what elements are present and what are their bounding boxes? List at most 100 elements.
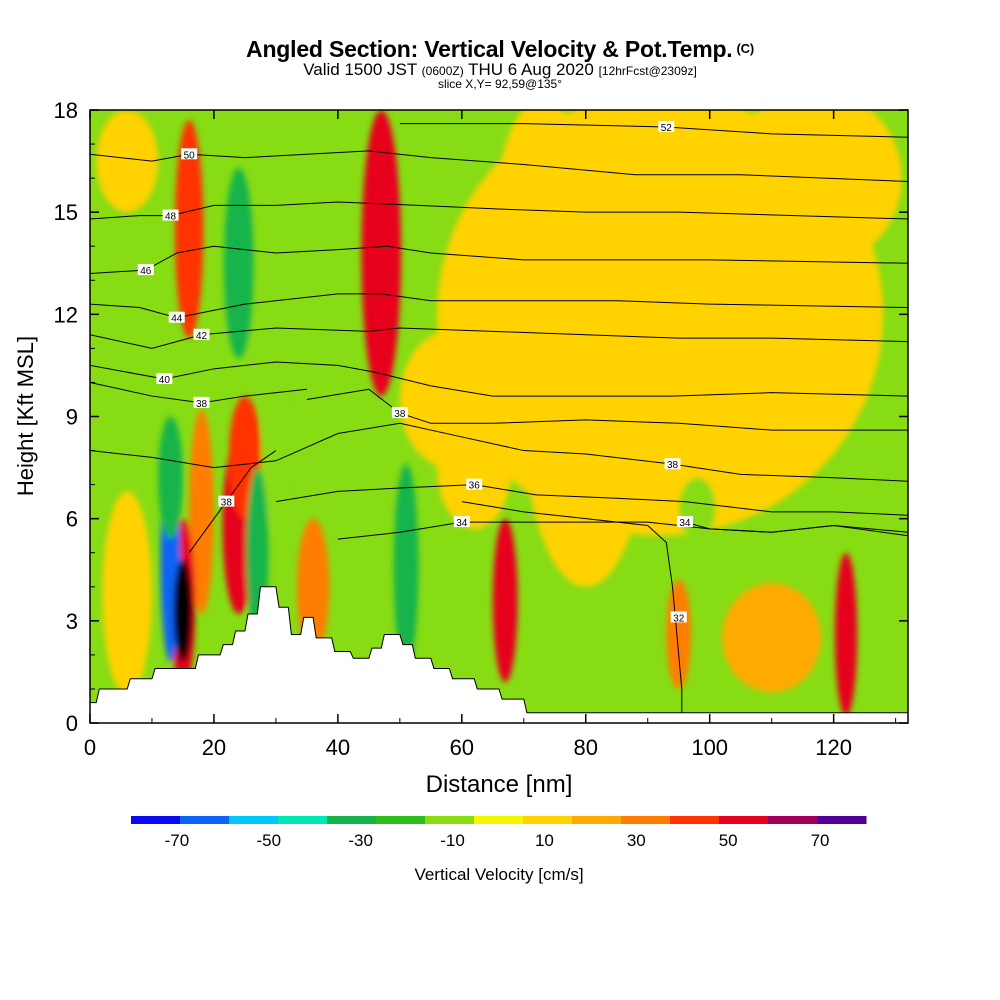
contour-label-bg-3 [466, 478, 483, 490]
velocity-cell-16 [678, 477, 716, 540]
y-tick-label-3: 3 [66, 609, 78, 634]
colorbar-tick-70: 70 [811, 831, 830, 850]
theta-contour-4 [90, 422, 908, 482]
contour-label-bg-11 [137, 264, 154, 276]
contour-label-bg-0 [670, 611, 687, 623]
contour-label-bg-6 [391, 407, 408, 419]
contour-label-bg-2 [676, 516, 693, 528]
colorbar-tick--30: -30 [348, 831, 373, 850]
velocity-cell-4 [189, 409, 214, 615]
x-tick-label-0: 0 [84, 735, 96, 760]
velocity-cell-3 [158, 416, 183, 540]
velocity-cell-26 [96, 110, 159, 213]
contour-label-bg-7 [193, 396, 210, 408]
theta-contour-13 [90, 150, 908, 183]
contour-label-bg-9 [193, 328, 210, 340]
valid-date: THU 6 Aug 2020 [468, 60, 594, 79]
colorbar-swatch-10 [621, 816, 671, 824]
contour-label-2: 34 [679, 518, 691, 529]
x-tick-label-60: 60 [450, 735, 474, 760]
y-tick-label-6: 6 [66, 507, 78, 532]
velocity-cell-22 [437, 406, 512, 529]
y-tick-label-0: 0 [66, 711, 78, 736]
velocity-cell-12 [361, 110, 402, 397]
velocity-cell-14 [492, 518, 518, 683]
colorbar-swatch-14 [817, 816, 867, 824]
velocity-cell-17 [834, 552, 858, 717]
contour-label-bg-13 [181, 148, 198, 160]
contour-label-bg-5 [218, 495, 235, 507]
title-unit: (C) [736, 41, 755, 56]
colorbar-swatch-0 [131, 816, 181, 824]
colorbar-tick--70: -70 [165, 831, 190, 850]
colorbar-label: Vertical Velocity [cm/s] [414, 865, 583, 884]
y-tick-label-12: 12 [54, 302, 78, 327]
x-axis-label: Distance [nm] [426, 771, 573, 798]
theta-contour-3 [275, 484, 908, 516]
x-tick-label-80: 80 [574, 735, 598, 760]
colorbar-tick--50: -50 [257, 831, 282, 850]
valid-time: Valid 1500 JST (0600Z) THU 6 Aug 2020 [1… [0, 60, 1000, 80]
contour-label-4: 38 [667, 460, 679, 471]
velocity-cell-18 [722, 583, 822, 693]
velocity-cell-8 [262, 355, 290, 533]
contour-label-1: 34 [456, 518, 468, 529]
contour-label-bg-1 [453, 516, 470, 528]
theta-contour-11 [90, 245, 908, 274]
theta-contour-8 [90, 361, 908, 397]
terrain [90, 586, 908, 723]
colorbar-swatch-3 [278, 816, 328, 824]
colorbar-swatch-8 [523, 816, 573, 824]
theta-contour-0 [461, 501, 683, 723]
velocity-cell-10 [223, 167, 254, 359]
theta-contour-9 [90, 327, 908, 349]
colorbar-tick-50: 50 [719, 831, 738, 850]
contour-label-0: 32 [673, 613, 685, 624]
valid-zulu: (0600Z) [421, 64, 464, 78]
velocity-cell-15 [666, 579, 692, 689]
forecast-info: [12hrFcst@2309z] [598, 64, 697, 78]
contour-label-14: 52 [661, 123, 673, 134]
colorbar-tick-10: 10 [535, 831, 554, 850]
contour-label-bg-14 [658, 121, 675, 133]
contour-label-bg-8 [156, 373, 173, 385]
velocity-cell-21 [499, 110, 586, 291]
colorbar-swatch-2 [229, 816, 279, 824]
y-tick-label-18: 18 [54, 98, 78, 123]
colorbar-swatch-5 [376, 816, 426, 824]
x-tick-label-20: 20 [202, 735, 226, 760]
contour-label-6: 38 [394, 409, 406, 420]
contour-label-bg-4 [664, 458, 681, 470]
colorbar: -70 -50 -30 -10 10 30 50 70 [131, 816, 867, 850]
theta-contours: 32 34 34 36 38 38 38 38 40 42 44 46 48 50 52 [90, 121, 908, 723]
contour-label-13: 50 [184, 150, 196, 161]
colorbar-swatch-13 [768, 816, 818, 824]
velocity-field [96, 110, 902, 717]
colorbar-swatch-4 [327, 816, 377, 824]
contour-label-11: 46 [140, 266, 152, 277]
contour-label-5: 38 [221, 498, 233, 509]
chart-title: Angled Section: Vertical Velocity & Pot.… [0, 36, 1000, 63]
theta-contour-12 [90, 201, 908, 220]
colorbar-swatch-9 [572, 816, 622, 824]
y-tick-label-9: 9 [66, 405, 78, 430]
valid-main: Valid 1500 JST [303, 60, 417, 79]
colorbar-swatch-7 [474, 816, 524, 824]
velocity-cell-9 [174, 120, 204, 339]
contour-label-8: 40 [159, 375, 171, 386]
colorbar-tick-30: 30 [627, 831, 646, 850]
velocity-cell-23 [728, 110, 902, 267]
x-tick-label-40: 40 [326, 735, 350, 760]
y-tick-label-15: 15 [54, 200, 78, 225]
y-axis-label: Height [Kft MSL] [13, 336, 38, 496]
plot-area: 32 34 34 36 38 38 38 38 40 42 44 46 48 50 52 [90, 110, 908, 723]
velocity-cell-25 [102, 491, 152, 696]
theta-contour-2 [684, 521, 908, 533]
theta-contour-10 [90, 293, 908, 319]
theta-contour-6 [306, 388, 908, 431]
velocity-cell-20 [523, 246, 648, 587]
contour-label-9: 42 [196, 331, 208, 342]
contour-label-10: 44 [171, 314, 183, 325]
